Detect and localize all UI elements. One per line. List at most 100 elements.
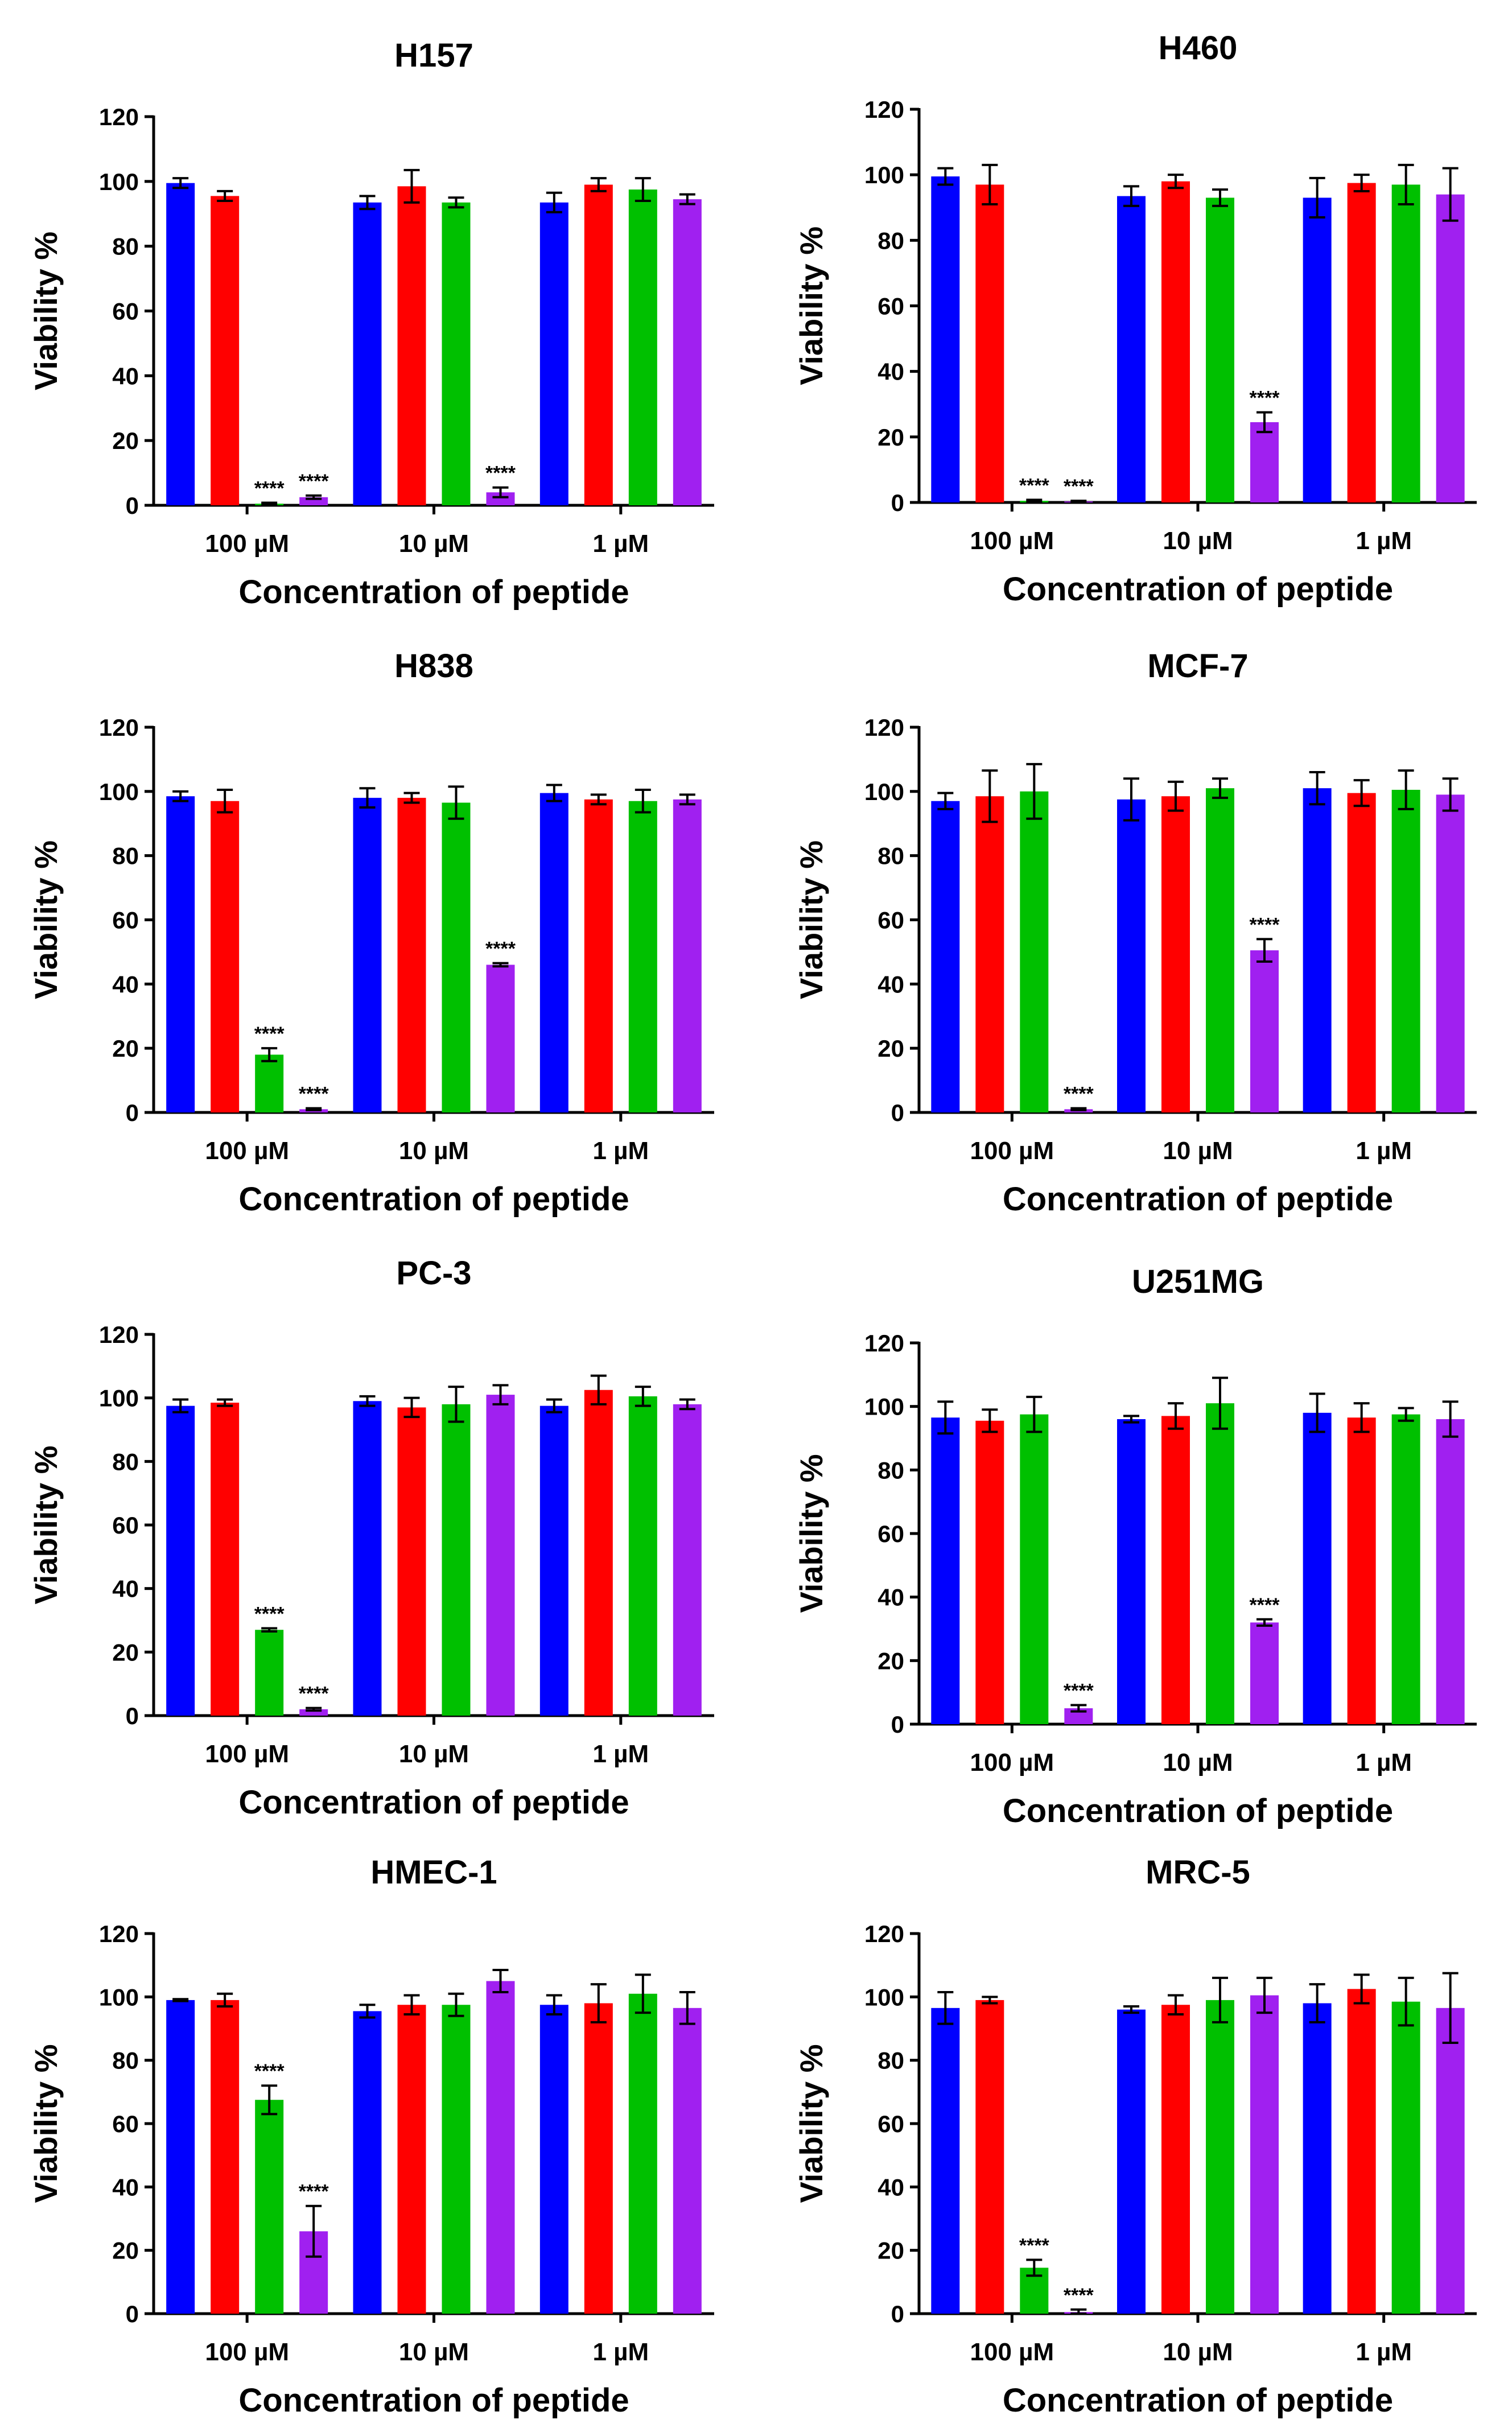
bar bbox=[1436, 1419, 1465, 1724]
chart-3: MCF-7 0 20 40 60 80 100 120 Viability % 100 µM ***… bbox=[793, 648, 1477, 1218]
bar bbox=[1020, 791, 1049, 1112]
bar bbox=[931, 2008, 960, 2314]
y-tick-label: 80 bbox=[112, 233, 139, 260]
chart-6: HMEC-1 0 20 40 60 80 100 120 Viability % 100 µM **… bbox=[28, 1854, 714, 2419]
y-tick-label: 20 bbox=[112, 2237, 139, 2264]
chart-title: HMEC-1 bbox=[370, 1854, 497, 1891]
x-tick-label: 100 µM bbox=[970, 1749, 1054, 1776]
significance-label: **** bbox=[1064, 1680, 1094, 1702]
y-tick-label: 40 bbox=[112, 2174, 139, 2200]
y-tick-label: 60 bbox=[877, 1520, 904, 1547]
y-axis-label: Viability % bbox=[793, 2044, 829, 2203]
bar bbox=[931, 801, 960, 1112]
y-tick-label: 0 bbox=[126, 1703, 139, 1729]
y-tick-label: 120 bbox=[99, 104, 139, 130]
bar bbox=[628, 1396, 657, 1716]
x-tick-label: 100 µM bbox=[970, 1137, 1054, 1165]
bar bbox=[255, 1054, 284, 1112]
y-tick-label: 100 bbox=[99, 1984, 139, 2010]
x-tick-label: 1 µM bbox=[592, 1740, 649, 1768]
significance-label: **** bbox=[299, 1683, 329, 1705]
bar bbox=[1206, 197, 1234, 503]
bar bbox=[628, 1993, 657, 2314]
bar bbox=[584, 184, 613, 505]
y-tick-label: 80 bbox=[877, 2047, 904, 2074]
bar bbox=[1347, 183, 1376, 502]
bar bbox=[673, 799, 702, 1112]
y-tick-label: 40 bbox=[877, 2174, 904, 2200]
significance-label: **** bbox=[1064, 1083, 1094, 1105]
bar bbox=[1303, 2003, 1332, 2314]
x-tick-label: 100 µM bbox=[970, 2338, 1054, 2366]
y-tick-label: 120 bbox=[99, 1920, 139, 1947]
bar bbox=[442, 202, 471, 505]
bar bbox=[1303, 197, 1332, 503]
y-tick-label: 100 bbox=[99, 1385, 139, 1412]
bar bbox=[673, 1404, 702, 1716]
bar bbox=[1250, 1995, 1279, 2314]
y-tick-label: 0 bbox=[891, 489, 904, 516]
y-tick-label: 0 bbox=[126, 1099, 139, 1126]
x-tick-label: 10 µM bbox=[1163, 527, 1233, 555]
x-axis-label: Concentration of peptide bbox=[238, 1181, 629, 1218]
bar bbox=[1206, 1403, 1234, 1724]
y-tick-label: 20 bbox=[877, 1647, 904, 1674]
x-tick-label: 1 µM bbox=[592, 2338, 649, 2366]
bar bbox=[211, 196, 240, 506]
x-axis-label: Concentration of peptide bbox=[1003, 2382, 1393, 2419]
y-tick-label: 80 bbox=[877, 1457, 904, 1483]
bar bbox=[975, 1420, 1004, 1724]
x-tick-label: 1 µM bbox=[1356, 527, 1412, 555]
y-tick-label: 120 bbox=[99, 1321, 139, 1348]
bar bbox=[1391, 790, 1420, 1112]
y-tick-label: 60 bbox=[877, 2111, 904, 2137]
bar bbox=[1347, 1989, 1376, 2314]
bar bbox=[353, 202, 382, 505]
bar bbox=[1161, 1416, 1190, 1724]
bar bbox=[486, 964, 515, 1112]
y-tick-label: 40 bbox=[877, 1584, 904, 1611]
y-tick-label: 120 bbox=[864, 1330, 904, 1357]
bar bbox=[539, 202, 568, 505]
y-tick-label: 80 bbox=[112, 2047, 139, 2074]
y-tick-label: 120 bbox=[99, 714, 139, 741]
y-tick-label: 60 bbox=[112, 907, 139, 934]
y-tick-label: 0 bbox=[126, 492, 139, 519]
y-tick-label: 120 bbox=[864, 714, 904, 741]
chart-7: MRC-5 0 20 40 60 80 100 120 Viability % 100 µM ***… bbox=[793, 1854, 1477, 2419]
y-axis-label: Viability % bbox=[793, 226, 829, 385]
bar bbox=[975, 2000, 1004, 2314]
y-tick-label: 20 bbox=[112, 427, 139, 454]
y-axis-label: Viability % bbox=[28, 840, 64, 999]
bar bbox=[931, 1417, 960, 1724]
significance-label: **** bbox=[1064, 2285, 1094, 2306]
bar bbox=[539, 793, 568, 1112]
bar bbox=[1250, 950, 1279, 1112]
bar bbox=[1117, 2009, 1146, 2314]
y-tick-label: 100 bbox=[864, 1394, 904, 1420]
bar bbox=[166, 796, 195, 1112]
bar bbox=[299, 1709, 328, 1716]
y-tick-label: 100 bbox=[864, 778, 904, 805]
bar bbox=[539, 1405, 568, 1716]
y-tick-label: 0 bbox=[891, 1099, 904, 1126]
y-tick-label: 120 bbox=[864, 96, 904, 123]
bar bbox=[1303, 1412, 1332, 1724]
chart-title: H460 bbox=[1159, 30, 1238, 67]
x-tick-label: 100 µM bbox=[205, 1137, 289, 1165]
bar bbox=[486, 1981, 515, 2314]
x-tick-label: 100 µM bbox=[205, 530, 289, 558]
bar bbox=[1436, 794, 1465, 1112]
bar bbox=[1206, 2000, 1234, 2314]
y-tick-label: 80 bbox=[877, 843, 904, 869]
x-tick-label: 10 µM bbox=[1163, 2338, 1233, 2366]
y-tick-label: 60 bbox=[877, 293, 904, 320]
chart-title: PC-3 bbox=[396, 1255, 471, 1292]
bar bbox=[628, 801, 657, 1112]
x-tick-label: 10 µM bbox=[1163, 1749, 1233, 1776]
y-tick-label: 100 bbox=[99, 168, 139, 195]
bar bbox=[166, 1405, 195, 1716]
y-axis-label: Viability % bbox=[28, 2044, 64, 2203]
